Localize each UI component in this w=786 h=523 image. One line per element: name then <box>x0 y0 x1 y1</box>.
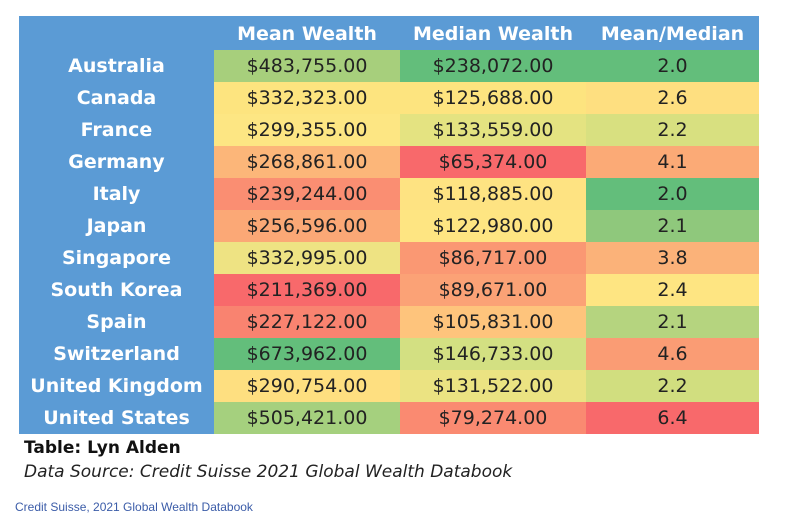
country-cell: Italy <box>92 183 141 205</box>
mean-wealth-cell: $299,355.00 <box>214 114 400 146</box>
mean-median-ratio-cell: 2.4 <box>586 274 759 306</box>
header-median-wealth: Median Wealth <box>413 23 573 45</box>
table-row: South Korea $211,369.00 $89,671.00 2.4 <box>19 274 759 306</box>
median-wealth-cell: $133,559.00 <box>400 114 586 146</box>
median-wealth-cell: $146,733.00 <box>400 338 586 370</box>
mean-median-ratio-cell: 4.6 <box>586 338 759 370</box>
wealth-table: Mean Wealth Median Wealth Mean/Median Au… <box>19 16 759 434</box>
country-cell: France <box>80 119 153 141</box>
mean-wealth-cell: $211,369.00 <box>214 274 400 306</box>
mean-median-ratio-cell: 2.2 <box>586 114 759 146</box>
median-wealth-cell: $86,717.00 <box>400 242 586 274</box>
table-author-caption: Table: Lyn Alden <box>24 438 181 458</box>
country-cell: Japan <box>86 215 147 237</box>
header-mean-wealth: Mean Wealth <box>237 23 377 45</box>
table-row: Spain $227,122.00 $105,831.00 2.1 <box>19 306 759 338</box>
mean-median-ratio-cell: 2.1 <box>586 306 759 338</box>
country-cell: United States <box>43 407 190 429</box>
mean-wealth-cell: $673,962.00 <box>214 338 400 370</box>
median-wealth-cell: $122,980.00 <box>400 210 586 242</box>
country-cell: Switzerland <box>53 343 180 365</box>
country-cell: Canada <box>76 87 157 109</box>
table-row: United Kingdom $290,754.00 $131,522.00 2.2 <box>19 370 759 402</box>
median-wealth-cell: $79,274.00 <box>400 402 586 434</box>
table-row: Germany $268,861.00 $65,374.00 4.1 <box>19 146 759 178</box>
mean-median-ratio-cell: 2.0 <box>586 178 759 210</box>
table-row: Switzerland $673,962.00 $146,733.00 4.6 <box>19 338 759 370</box>
country-cell: South Korea <box>50 279 183 301</box>
median-wealth-cell: $118,885.00 <box>400 178 586 210</box>
table-row: United States $505,421.00 $79,274.00 6.4 <box>19 402 759 434</box>
source-link[interactable]: Credit Suisse, 2021 Global Wealth Databo… <box>15 500 253 514</box>
table-row: Japan $256,596.00 $122,980.00 2.1 <box>19 210 759 242</box>
country-cell: United Kingdom <box>30 375 203 397</box>
table-row: Australia $483,755.00 $238,072.00 2.0 <box>19 50 759 82</box>
mean-wealth-cell: $332,995.00 <box>214 242 400 274</box>
mean-wealth-cell: $290,754.00 <box>214 370 400 402</box>
table-row: Singapore $332,995.00 $86,717.00 3.8 <box>19 242 759 274</box>
mean-wealth-cell: $505,421.00 <box>214 402 400 434</box>
median-wealth-cell: $65,374.00 <box>400 146 586 178</box>
mean-wealth-cell: $256,596.00 <box>214 210 400 242</box>
mean-wealth-cell: $239,244.00 <box>214 178 400 210</box>
mean-wealth-cell: $483,755.00 <box>214 50 400 82</box>
header-row: Mean Wealth Median Wealth Mean/Median <box>19 16 759 50</box>
mean-median-ratio-cell: 2.1 <box>586 210 759 242</box>
median-wealth-cell: $89,671.00 <box>400 274 586 306</box>
header-country <box>19 16 214 50</box>
median-wealth-cell: $105,831.00 <box>400 306 586 338</box>
table-row: Italy $239,244.00 $118,885.00 2.0 <box>19 178 759 210</box>
country-cell: Australia <box>68 55 165 77</box>
country-cell: Germany <box>68 151 165 173</box>
median-wealth-cell: $238,072.00 <box>400 50 586 82</box>
mean-wealth-cell: $227,122.00 <box>214 306 400 338</box>
mean-wealth-cell: $332,323.00 <box>214 82 400 114</box>
table-row: Canada $332,323.00 $125,688.00 2.6 <box>19 82 759 114</box>
mean-median-ratio-cell: 3.8 <box>586 242 759 274</box>
mean-median-ratio-cell: 4.1 <box>586 146 759 178</box>
median-wealth-cell: $125,688.00 <box>400 82 586 114</box>
mean-wealth-cell: $268,861.00 <box>214 146 400 178</box>
mean-median-ratio-cell: 2.2 <box>586 370 759 402</box>
header-mean-median: Mean/Median <box>600 23 745 45</box>
table-row: France $299,355.00 $133,559.00 2.2 <box>19 114 759 146</box>
mean-median-ratio-cell: 2.0 <box>586 50 759 82</box>
country-cell: Singapore <box>61 247 172 269</box>
median-wealth-cell: $131,522.00 <box>400 370 586 402</box>
mean-median-ratio-cell: 6.4 <box>586 402 759 434</box>
mean-median-ratio-cell: 2.6 <box>586 82 759 114</box>
country-cell: Spain <box>86 311 147 333</box>
data-source-caption: Data Source: Credit Suisse 2021 Global W… <box>24 462 513 482</box>
